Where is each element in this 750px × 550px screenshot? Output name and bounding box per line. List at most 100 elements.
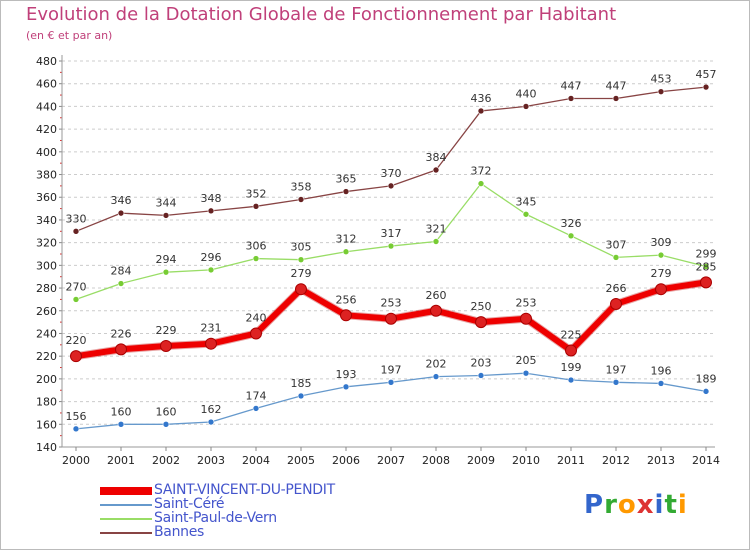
series-1-label-2014: 189 xyxy=(696,372,717,385)
series-3-label-2001: 346 xyxy=(111,194,132,207)
series-0-label-2009: 250 xyxy=(471,300,492,313)
series-line-3 xyxy=(75,86,707,232)
data-labels: 220 226 229 231 240 279 256 253 260 250 253 225 266 2… xyxy=(66,68,717,423)
series-1-label-2000: 156 xyxy=(66,410,87,423)
x-tick-label-2013: 2013 xyxy=(647,454,675,467)
x-axis-ticks: 2000 2001 2002 2003 2004 2005 2006 2007 2008 2009… xyxy=(62,454,720,467)
series-2-label-2010: 345 xyxy=(516,195,537,208)
series-2-point-2007 xyxy=(387,242,395,250)
logo-letter: i xyxy=(677,490,688,520)
series-2-point-2012 xyxy=(612,254,620,261)
y-axis-ticks: 140 160 180 200 220 240 260 280 300 320 340 360 380 4… xyxy=(36,55,57,454)
axes xyxy=(59,55,715,451)
logo-letter: i xyxy=(654,490,665,520)
series-1-label-2004: 174 xyxy=(246,389,267,402)
legend-swatch-1 xyxy=(100,504,152,506)
series-3-point-2008 xyxy=(432,166,440,174)
series-0-label-2002: 229 xyxy=(156,324,177,337)
series-1-point-2013 xyxy=(657,380,665,387)
series-3-point-2003 xyxy=(207,207,215,215)
y-tick-label-280: 280 xyxy=(36,282,57,295)
series-2-label-2002: 294 xyxy=(156,253,177,266)
series-0-point-2007 xyxy=(385,312,397,325)
logo-letter: o xyxy=(617,490,637,520)
proxiti-logo: Proxiti xyxy=(584,490,688,520)
series-0-point-2013 xyxy=(655,283,667,296)
series-1-label-2011: 199 xyxy=(561,361,582,374)
series-1-label-2001: 160 xyxy=(111,405,132,418)
series-0-point-2003 xyxy=(205,337,217,350)
x-tick-label-2004: 2004 xyxy=(242,454,270,467)
line-chart: 140 160 180 200 220 240 260 280 300 320 340 360 380 4… xyxy=(36,55,720,467)
series-3-label-2007: 370 xyxy=(381,167,402,180)
series-3-point-2005 xyxy=(297,196,305,203)
x-tick-label-2005: 2005 xyxy=(287,454,315,467)
y-tick-label-240: 240 xyxy=(36,327,57,340)
legend-label-3: Bannes xyxy=(154,524,205,540)
series-0-label-2004: 240 xyxy=(246,311,267,324)
series-3-point-2010 xyxy=(522,103,530,110)
series-0-label-2000: 220 xyxy=(66,334,87,347)
series-3-label-2010: 440 xyxy=(516,87,537,100)
x-tick-label-2012: 2012 xyxy=(602,454,630,467)
series-2-label-2005: 305 xyxy=(291,241,312,254)
series-2-point-2001 xyxy=(117,280,125,287)
y-tick-label-480: 480 xyxy=(36,55,57,68)
series-2-point-2006 xyxy=(342,248,350,256)
series-0-point-2008 xyxy=(430,304,442,317)
series-1-point-2000 xyxy=(72,425,80,433)
series-1-point-2011 xyxy=(567,376,575,384)
x-tick-label-2001: 2001 xyxy=(107,454,135,467)
series-1-label-2013: 196 xyxy=(651,364,672,377)
series-0-point-2002 xyxy=(160,339,172,352)
series-1-label-2003: 162 xyxy=(201,403,222,416)
series-2-point-2011 xyxy=(567,232,575,240)
legend-label-0: SAINT-VINCENT-DU-PENDIT xyxy=(154,482,335,498)
series-0-label-2011: 225 xyxy=(561,329,582,342)
series-1-point-2005 xyxy=(297,392,305,400)
x-tick-label-2010: 2010 xyxy=(512,454,540,467)
y-tick-label-340: 340 xyxy=(36,214,57,227)
x-tick-label-2006: 2006 xyxy=(332,454,360,467)
series-2-point-2004 xyxy=(252,255,260,262)
series-1-label-2006: 193 xyxy=(336,368,357,381)
series-3-label-2011: 447 xyxy=(561,79,582,92)
series-3-label-2014: 457 xyxy=(696,68,717,81)
series-2-point-2003 xyxy=(207,266,215,274)
chart-subtitle: (en € et par an) xyxy=(26,29,113,42)
x-tick-label-2002: 2002 xyxy=(152,454,180,467)
y-tick-label-140: 140 xyxy=(36,441,57,454)
series-3-point-2002 xyxy=(162,212,170,219)
x-tick-label-2000: 2000 xyxy=(62,454,90,467)
x-tick-label-2008: 2008 xyxy=(422,454,450,467)
series-2-point-2014 xyxy=(702,263,710,270)
series-2-point-2013 xyxy=(657,251,665,259)
series-0-point-2010 xyxy=(520,312,532,325)
series-0-point-2014 xyxy=(700,276,712,289)
series-1-point-2009 xyxy=(477,372,485,379)
y-tick-label-420: 420 xyxy=(36,123,57,136)
series-0-point-2001 xyxy=(115,343,127,356)
series-0-label-2013: 279 xyxy=(651,267,672,280)
series-0-label-2003: 231 xyxy=(201,322,222,335)
legend-swatch-3 xyxy=(100,532,152,534)
y-tick-label-440: 440 xyxy=(36,100,57,113)
series-1-label-2002: 160 xyxy=(156,405,177,418)
series-0-point-2012 xyxy=(610,297,622,310)
chart-title: Evolution de la Dotation Globale de Fonc… xyxy=(26,4,617,25)
series-2-label-2009: 372 xyxy=(471,165,492,178)
series-1-point-2001 xyxy=(117,420,125,428)
series-1-label-2007: 197 xyxy=(381,363,402,376)
series-1-point-2014 xyxy=(702,388,710,395)
series-2-label-2004: 306 xyxy=(246,240,267,253)
series-3-label-2009: 436 xyxy=(471,92,492,105)
y-tick-label-260: 260 xyxy=(36,305,57,318)
series-0-point-2011 xyxy=(565,344,577,357)
series-0-label-2012: 266 xyxy=(606,282,627,295)
series-0-point-2005 xyxy=(295,283,307,296)
series-0-point-2004 xyxy=(250,327,262,340)
series-2-label-2006: 312 xyxy=(336,233,357,246)
series-3-label-2013: 453 xyxy=(651,73,672,86)
series-0-label-2005: 279 xyxy=(291,267,312,280)
series-0-label-2008: 260 xyxy=(426,289,447,302)
